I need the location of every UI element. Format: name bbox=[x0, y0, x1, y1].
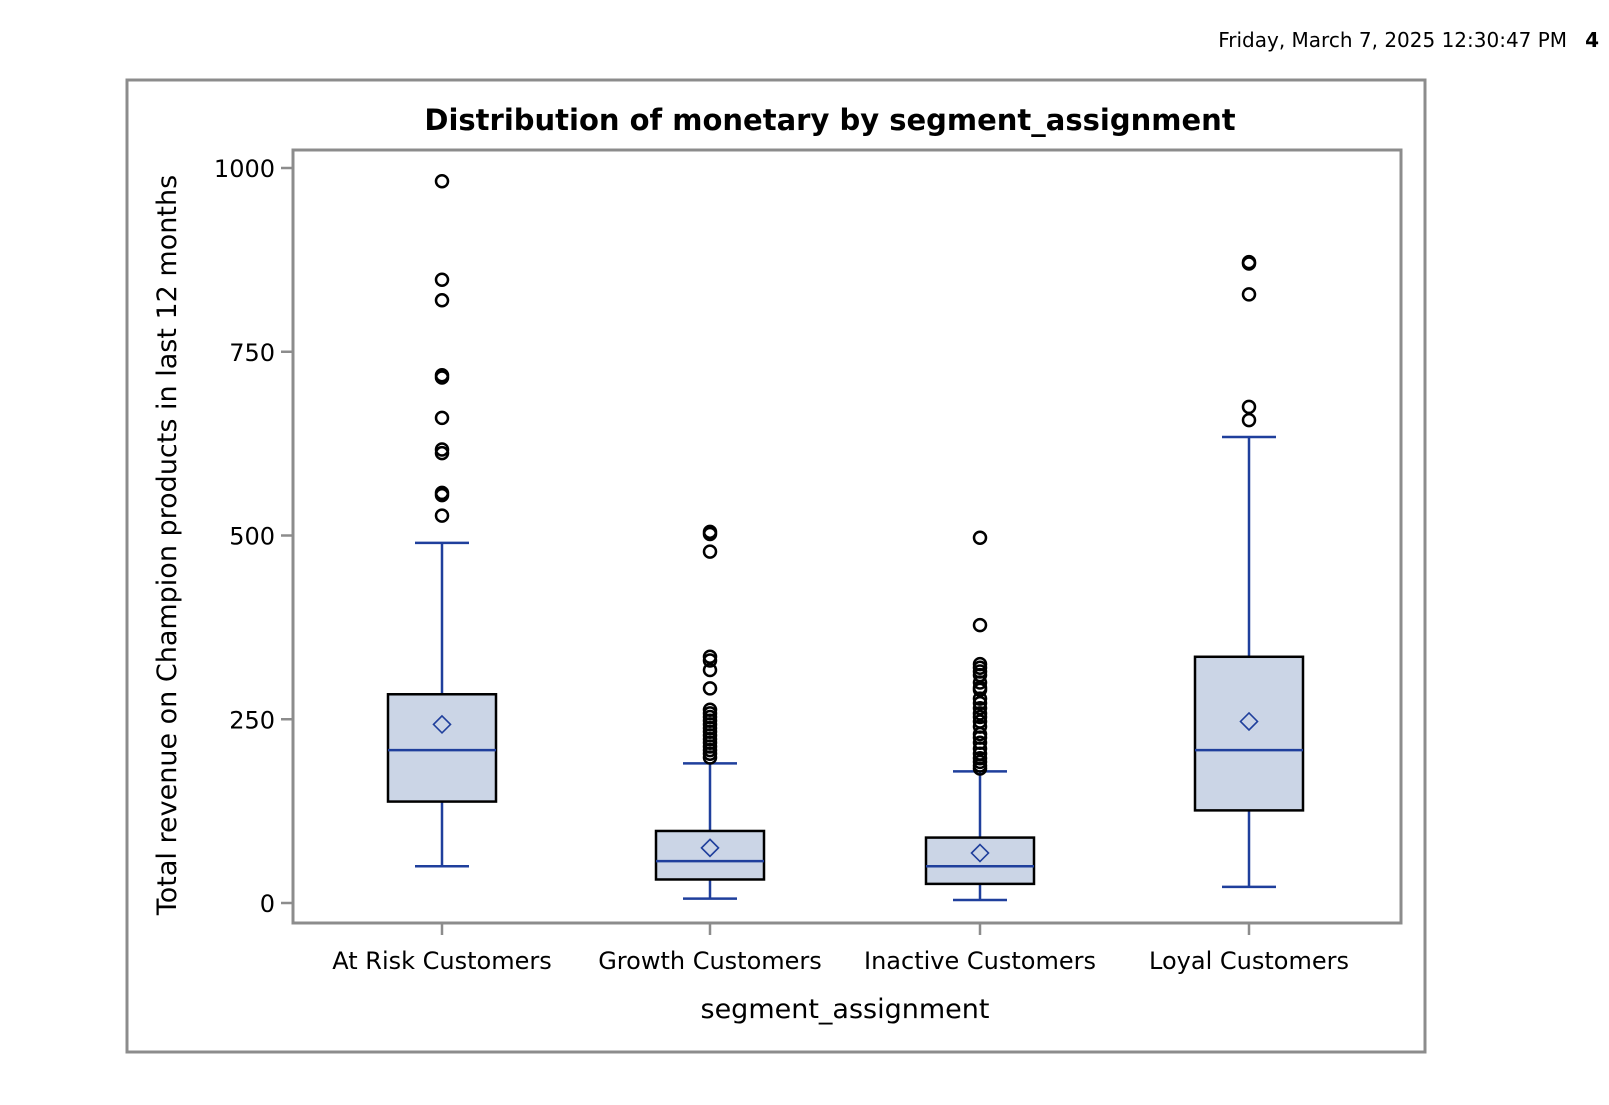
y-tick-label: 500 bbox=[229, 523, 275, 551]
y-tick-label: 0 bbox=[260, 890, 275, 918]
y-tick-label: 750 bbox=[229, 339, 275, 367]
x-tick-label: At Risk Customers bbox=[332, 947, 552, 975]
box-group bbox=[924, 530, 1036, 902]
outlier-point bbox=[434, 368, 450, 383]
outlier-point bbox=[702, 544, 718, 559]
outlier-point bbox=[434, 173, 450, 189]
outlier-point bbox=[1241, 399, 1257, 415]
y-axis: 0 250 500 750 1000 bbox=[214, 155, 293, 918]
chart-title: Distribution of monetary by segment_assi… bbox=[424, 103, 1235, 137]
outlier-point bbox=[1241, 412, 1257, 428]
x-tick-label: Loyal Customers bbox=[1149, 947, 1349, 975]
box-series bbox=[386, 173, 1305, 902]
mean-marker bbox=[432, 714, 452, 735]
iqr-box bbox=[654, 829, 766, 881]
y-axis-label: Total revenue on Champion products in la… bbox=[152, 175, 183, 916]
outlier-point bbox=[434, 442, 450, 457]
page-number: 4 bbox=[1585, 28, 1599, 52]
outlier-point bbox=[1241, 287, 1257, 302]
outlier-point bbox=[434, 410, 450, 426]
outlier-point bbox=[972, 735, 988, 751]
report-header: Friday, March 7, 2025 12:30:47 PM 4 bbox=[1218, 28, 1599, 52]
iqr-box bbox=[386, 693, 498, 803]
outlier-point bbox=[1241, 254, 1257, 270]
x-tick-label: Inactive Customers bbox=[864, 947, 1096, 975]
outlier-point bbox=[434, 485, 450, 501]
outlier-point bbox=[702, 702, 718, 717]
outlier-point bbox=[434, 508, 450, 523]
x-axis-label: segment_assignment bbox=[701, 994, 990, 1025]
y-tick-label: 250 bbox=[229, 706, 275, 734]
x-tick-label: Growth Customers bbox=[598, 947, 822, 975]
outlier-point bbox=[972, 656, 988, 672]
box-group bbox=[654, 524, 766, 900]
x-axis: At Risk Customers Growth Customers Inactiv… bbox=[332, 923, 1349, 975]
outlier-point bbox=[972, 700, 988, 716]
outlier-point bbox=[972, 530, 988, 545]
mean-marker bbox=[700, 838, 720, 858]
outer-frame bbox=[125, 78, 1427, 1054]
outlier-point bbox=[702, 681, 718, 696]
outlier-point bbox=[972, 750, 988, 766]
mean-marker bbox=[970, 843, 990, 863]
mean-marker bbox=[1239, 711, 1259, 732]
y-tick-label: 1000 bbox=[214, 155, 275, 183]
outlier-point bbox=[434, 272, 450, 287]
outlier-point bbox=[702, 649, 718, 665]
outlier-point bbox=[972, 706, 988, 721]
outlier-point bbox=[434, 293, 450, 308]
box-group bbox=[1193, 254, 1305, 889]
box-group bbox=[386, 173, 498, 868]
iqr-box bbox=[1193, 655, 1305, 812]
report-datetime: Friday, March 7, 2025 12:30:47 PM bbox=[1218, 28, 1568, 52]
outlier-point bbox=[972, 617, 988, 633]
outlier-point bbox=[702, 524, 718, 540]
